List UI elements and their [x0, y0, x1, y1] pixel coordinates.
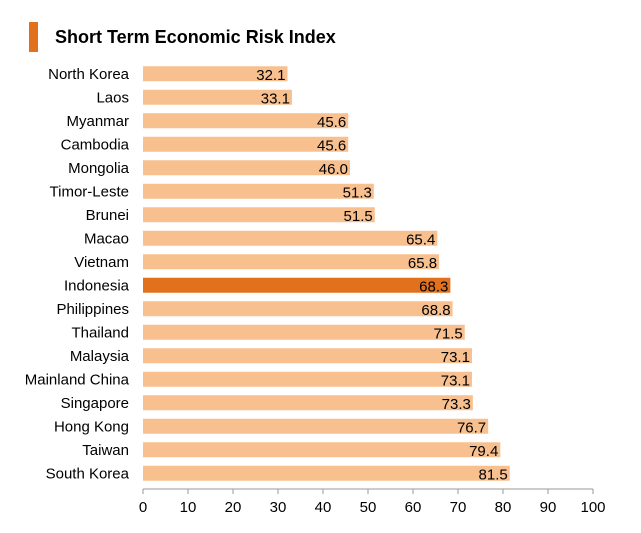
bar — [143, 348, 472, 364]
value-label: 73.3 — [442, 396, 471, 413]
bar — [143, 89, 292, 105]
bar — [143, 465, 510, 481]
x-tick-label: 10 — [180, 499, 197, 516]
category-label: Cambodia — [61, 136, 130, 153]
x-tick-label: 30 — [270, 499, 287, 516]
bar — [143, 183, 374, 199]
bar — [143, 395, 473, 411]
value-label: 65.8 — [408, 255, 437, 272]
category-label: South Korea — [46, 465, 130, 482]
value-label: 76.7 — [457, 419, 486, 436]
category-label: Hong Kong — [54, 418, 129, 435]
value-label: 79.4 — [469, 443, 498, 460]
chart-title: Short Term Economic Risk Index — [55, 27, 336, 47]
category-label: Thailand — [71, 324, 129, 341]
category-label: Taiwan — [82, 442, 129, 459]
category-label: Singapore — [61, 395, 129, 412]
value-label: 33.1 — [261, 90, 290, 107]
value-label: 46.0 — [319, 161, 348, 178]
bar — [143, 371, 472, 387]
category-label: North Korea — [48, 66, 130, 83]
x-tick-label: 0 — [139, 499, 147, 516]
value-label: 71.5 — [434, 325, 463, 342]
category-label: Philippines — [56, 301, 129, 318]
category-label: Timor-Leste — [50, 183, 129, 200]
bar — [143, 66, 288, 82]
value-label: 73.1 — [441, 349, 470, 366]
bar — [143, 230, 438, 246]
value-label: 45.6 — [317, 137, 346, 154]
bar — [143, 442, 501, 458]
bar — [143, 254, 440, 270]
category-label: Myanmar — [66, 113, 129, 130]
value-label: 51.3 — [343, 184, 372, 201]
bar — [143, 160, 350, 176]
bar — [143, 277, 451, 293]
bar — [143, 418, 489, 434]
x-tick-label: 90 — [540, 499, 557, 516]
value-label: 81.5 — [479, 466, 508, 483]
category-label: Mongolia — [68, 160, 130, 177]
title-accent-bar — [29, 22, 38, 52]
category-label: Vietnam — [74, 254, 129, 271]
value-label: 68.8 — [421, 302, 450, 319]
category-label: Brunei — [86, 207, 129, 224]
value-label: 32.1 — [256, 67, 285, 84]
category-label: Malaysia — [70, 348, 130, 365]
value-label: 68.3 — [419, 278, 448, 295]
value-label: 73.1 — [441, 372, 470, 389]
value-label: 45.6 — [317, 114, 346, 131]
bar — [143, 324, 465, 340]
value-label: 51.5 — [344, 208, 373, 225]
x-tick-label: 80 — [495, 499, 512, 516]
x-tick-label: 100 — [580, 499, 605, 516]
x-tick-label: 70 — [450, 499, 467, 516]
category-label: Mainland China — [25, 371, 130, 388]
x-tick-label: 50 — [360, 499, 377, 516]
x-tick-label: 40 — [315, 499, 332, 516]
bar — [143, 136, 349, 152]
bar — [143, 113, 349, 129]
value-label: 65.4 — [406, 231, 435, 248]
x-tick-label: 60 — [405, 499, 422, 516]
category-label: Laos — [96, 89, 129, 106]
category-label: Indonesia — [64, 277, 130, 294]
category-label: Macao — [84, 230, 129, 247]
bar — [143, 207, 375, 223]
bar — [143, 301, 453, 317]
x-tick-label: 20 — [225, 499, 242, 516]
